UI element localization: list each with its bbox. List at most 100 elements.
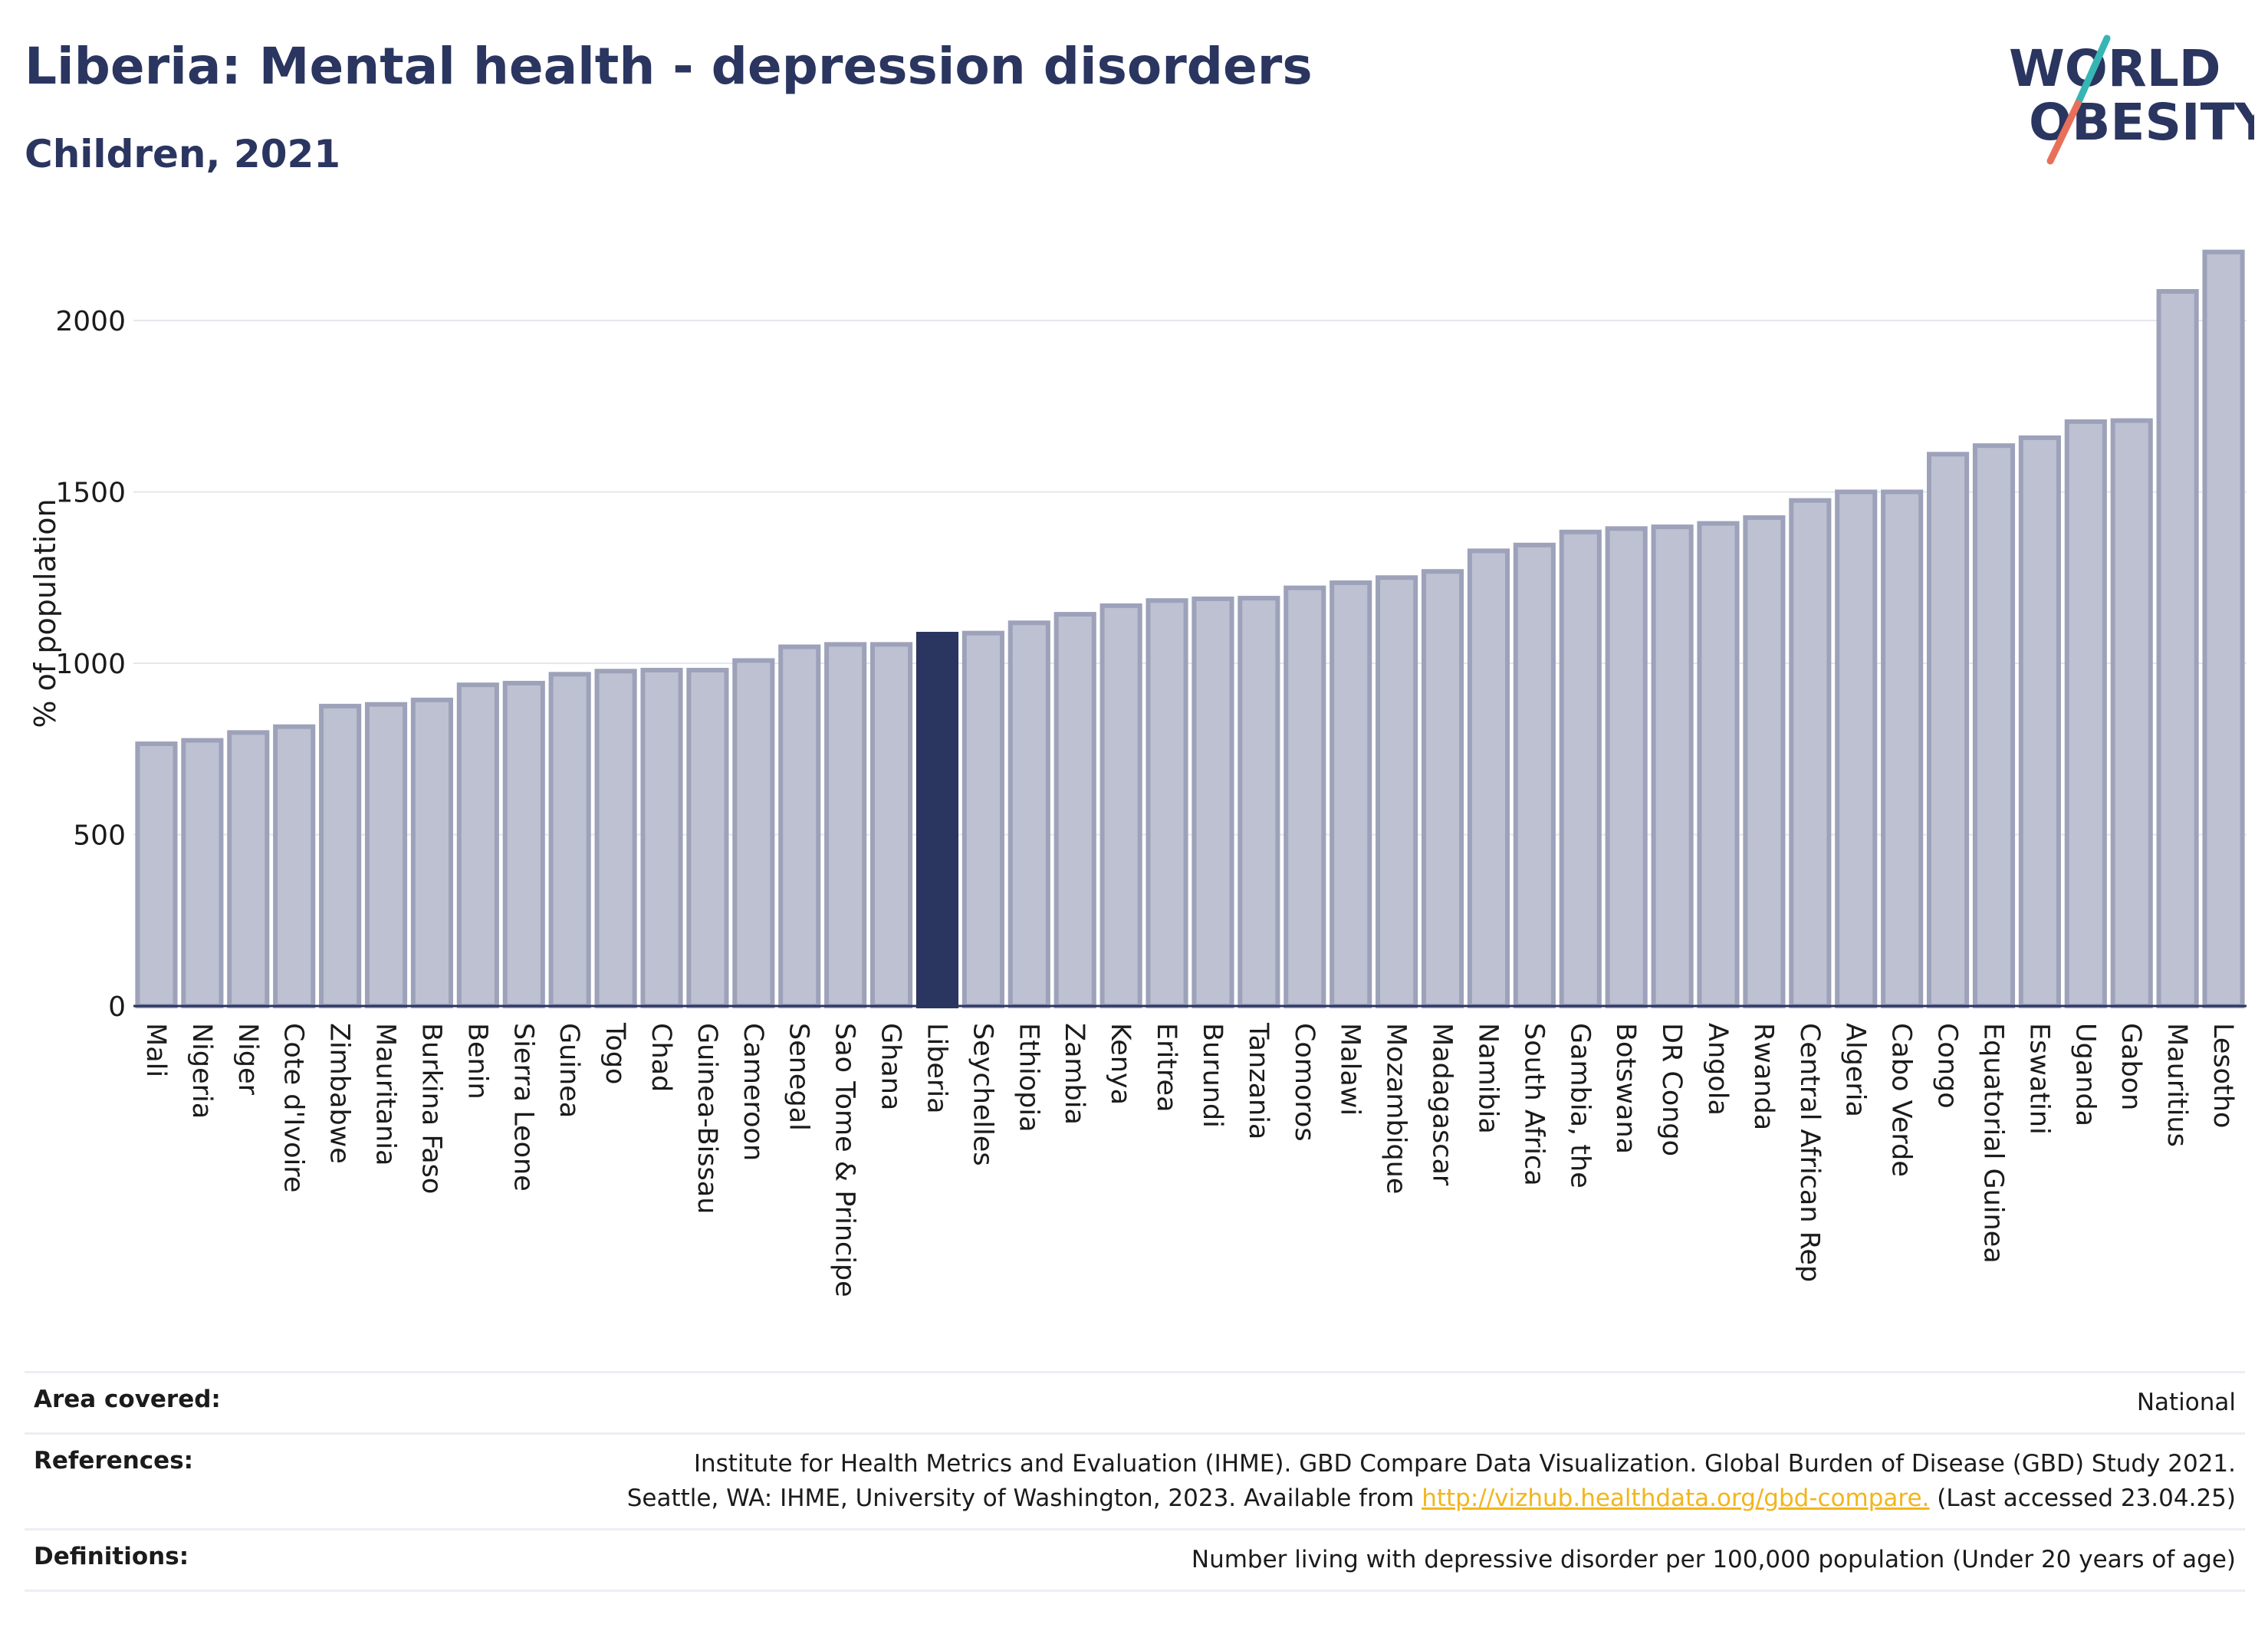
bar-mali[interactable] xyxy=(135,741,178,1008)
x-tick-label: Mauritius xyxy=(2161,1023,2192,1147)
bar-mauritius[interactable] xyxy=(2156,289,2199,1008)
bar-uganda[interactable] xyxy=(2064,419,2107,1008)
references-label: References: xyxy=(34,1446,194,1475)
x-tick-label: Congo xyxy=(1932,1023,1963,1109)
x-tick-label: Senegal xyxy=(784,1023,814,1131)
x-tick-label: Kenya xyxy=(1105,1023,1136,1105)
x-tick-label: Zambia xyxy=(1059,1023,1090,1125)
x-tick-label: Ethiopia xyxy=(1013,1023,1044,1133)
references-line2-pre: Seattle, WA: IHME, University of Washing… xyxy=(626,1484,1422,1512)
bar-mauritania[interactable] xyxy=(364,702,408,1008)
bar-zimbabwe[interactable] xyxy=(319,703,362,1008)
area-value: National xyxy=(2136,1389,2236,1416)
x-tick-label: Eswatini xyxy=(2023,1023,2054,1135)
bar-rwanda[interactable] xyxy=(1743,515,1786,1008)
x-tick-label: Burkina Faso xyxy=(416,1023,446,1194)
x-tick-label: Cote d'Ivoire xyxy=(278,1023,309,1192)
x-tick-label: Seychelles xyxy=(967,1023,998,1166)
x-tick-label: Algeria xyxy=(1840,1023,1871,1117)
x-tick-label: Mali xyxy=(140,1023,171,1077)
x-tick-label: Mauritania xyxy=(370,1023,401,1165)
x-tick-label: Chad xyxy=(646,1023,676,1092)
bar-togo[interactable] xyxy=(594,669,637,1008)
references-link[interactable]: http://vizhub.healthdata.org/gbd-compare… xyxy=(1422,1484,1930,1512)
bar-chad[interactable] xyxy=(640,667,683,1008)
bar-seychelles[interactable] xyxy=(961,630,1004,1008)
x-tick-label: Angola xyxy=(1702,1023,1733,1116)
logo-slash-coral xyxy=(2046,100,2082,165)
bar-congo[interactable] xyxy=(1927,452,1970,1008)
bar-malawi[interactable] xyxy=(1330,580,1372,1008)
bar-namibia[interactable] xyxy=(1467,548,1510,1008)
bar-cote-d-ivoire[interactable] xyxy=(273,724,316,1008)
definitions-label: Definitions: xyxy=(34,1542,189,1570)
x-tick-label: Cabo Verde xyxy=(1886,1023,1917,1177)
bar-zambia[interactable] xyxy=(1053,612,1096,1008)
bar-gabon[interactable] xyxy=(2110,418,2153,1008)
y-tick-label: 2000 xyxy=(55,306,126,337)
x-tick-label: Eritrea xyxy=(1151,1023,1182,1113)
bar-niger[interactable] xyxy=(227,730,270,1008)
bar-ghana[interactable] xyxy=(870,642,913,1008)
bar-ethiopia[interactable] xyxy=(1007,620,1050,1009)
references-value: Institute for Health Metrics and Evaluat… xyxy=(627,1447,2236,1516)
x-tick-label: Sao Tome & Principe xyxy=(830,1023,860,1297)
bar-layer xyxy=(135,249,2245,1009)
x-tick-label: Cameroon xyxy=(738,1023,768,1161)
x-tick-label: Namibia xyxy=(1472,1023,1503,1134)
x-tick-label: Guinea-Bissau xyxy=(692,1023,722,1214)
x-tick-label: Benin xyxy=(462,1023,492,1100)
bar-kenya[interactable] xyxy=(1099,603,1142,1008)
x-tick-label: Togo xyxy=(600,1022,630,1084)
footer-row-area: Area covered: National xyxy=(25,1371,2245,1432)
x-tick-label: Rwanda xyxy=(1748,1023,1779,1130)
bar-benin[interactable] xyxy=(456,682,499,1008)
bar-algeria[interactable] xyxy=(1835,489,1878,1008)
bar-cameroon[interactable] xyxy=(732,658,775,1008)
bar-dr-congo[interactable] xyxy=(1651,524,1694,1008)
bar-central-african-rep[interactable] xyxy=(1789,498,1832,1008)
bar-liberia[interactable] xyxy=(915,632,959,1008)
bar-tanzania[interactable] xyxy=(1238,596,1280,1008)
bar-mozambique[interactable] xyxy=(1376,575,1418,1008)
page-subtitle: Children, 2021 xyxy=(25,132,341,176)
bar-angola[interactable] xyxy=(1697,521,1740,1008)
bar-guinea[interactable] xyxy=(548,672,591,1009)
bar-sao-tome-principe[interactable] xyxy=(824,642,867,1008)
x-tick-label: Ghana xyxy=(876,1023,906,1110)
footer-table: Area covered: National References: Insti… xyxy=(25,1371,2245,1592)
world-obesity-logo: WORLD OBESITY xyxy=(2009,35,2254,165)
x-tick-label: Gabon xyxy=(2115,1023,2146,1110)
x-tick-label: Guinea xyxy=(554,1023,584,1118)
bar-equatorial-guinea[interactable] xyxy=(1972,443,2016,1008)
bar-madagascar[interactable] xyxy=(1421,569,1464,1008)
y-tick-label: 500 xyxy=(73,820,126,852)
x-tick-label: Gambia, the xyxy=(1564,1023,1595,1189)
bar-eswatini[interactable] xyxy=(2018,435,2061,1008)
bar-chart: 0 500 1000 1500 2000 Mali Nigeria Niger Cote d'I… xyxy=(28,249,2247,1297)
x-tick-label: South Africa xyxy=(1518,1023,1549,1186)
x-tick-label: Equatorial Guinea xyxy=(1977,1023,2008,1264)
x-tick-label: Niger xyxy=(232,1023,263,1096)
bar-burkina-faso[interactable] xyxy=(410,697,453,1008)
bar-cabo-verde[interactable] xyxy=(1881,489,1924,1008)
bar-gambia-the[interactable] xyxy=(1559,529,1602,1008)
bar-lesotho[interactable] xyxy=(2202,249,2245,1009)
logo-slash-teal xyxy=(2074,35,2111,107)
bar-senegal[interactable] xyxy=(778,644,821,1008)
bar-south-africa[interactable] xyxy=(1513,542,1556,1008)
area-label: Area covered: xyxy=(34,1386,221,1413)
x-tick-label: Botswana xyxy=(1610,1023,1641,1154)
x-tick-label: Tanzania xyxy=(1243,1022,1274,1139)
bar-nigeria[interactable] xyxy=(181,738,224,1008)
x-tick-label: Lesotho xyxy=(2207,1023,2238,1128)
bar-sierra-leone[interactable] xyxy=(502,680,545,1009)
bar-burundi[interactable] xyxy=(1192,596,1234,1008)
bar-guinea-bissau[interactable] xyxy=(686,667,729,1008)
bar-botswana[interactable] xyxy=(1605,526,1648,1008)
bar-eritrea[interactable] xyxy=(1146,598,1188,1008)
bar-comoros[interactable] xyxy=(1284,585,1326,1008)
y-tick-label: 0 xyxy=(108,991,126,1023)
x-tick-label: Comoros xyxy=(1289,1023,1320,1142)
x-tick-label: Uganda xyxy=(2069,1023,2100,1126)
